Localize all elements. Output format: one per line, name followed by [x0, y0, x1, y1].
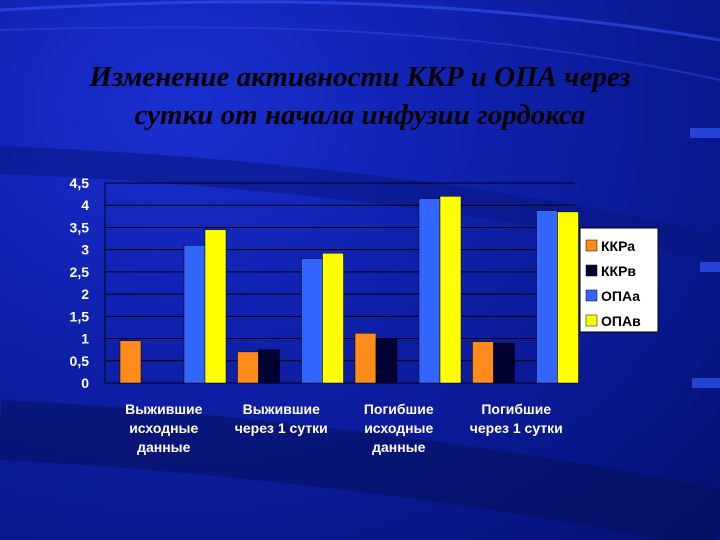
legend-swatch: [585, 314, 598, 327]
bar-2-4: [322, 252, 344, 384]
bar-3-3: [418, 198, 441, 384]
bar-3-4: [439, 196, 462, 384]
legend-swatch: [585, 289, 598, 302]
bar-1-1: [119, 340, 142, 384]
bar-2-3: [301, 258, 323, 384]
bar-1-4: [204, 229, 227, 384]
bar-3-1: [354, 332, 377, 384]
slide-title: Изменение активности ККР и ОПА через сут…: [20, 58, 700, 134]
bar-2-2: [258, 349, 280, 384]
bar-4-3: [536, 210, 558, 384]
x-tick-label: Погибшие: [481, 401, 551, 417]
legend-label: ОПАа: [601, 288, 640, 304]
bar-4-2: [493, 342, 515, 384]
y-tick-label: 2: [81, 286, 89, 302]
x-tick-label: Погибшие: [364, 401, 434, 417]
x-tick-label: исходные: [364, 420, 433, 436]
legend-swatch: [585, 239, 598, 252]
y-tick-label: 3,5: [70, 219, 90, 235]
x-tick-label: через 1 сутки: [235, 420, 328, 436]
legend-label: ОПАв: [601, 313, 641, 329]
legend-swatch: [585, 264, 598, 277]
y-tick-label: 0,5: [70, 353, 90, 369]
x-tick-label: данные: [137, 439, 191, 455]
slide-title-line2: сутки от начала инфузии гордокса: [134, 99, 586, 131]
bar-2-1: [237, 351, 259, 384]
bar-4-1: [472, 341, 494, 384]
y-tick-label: 1: [81, 331, 89, 347]
x-tick-label: через 1 сутки: [470, 420, 563, 436]
x-tick-label: данные: [372, 439, 426, 455]
legend-label: ККРв: [601, 263, 636, 279]
bar-4-4: [557, 211, 579, 384]
y-tick-label: 3: [81, 242, 89, 258]
y-tick-label: 1,5: [70, 308, 90, 324]
bar-1-3: [183, 244, 206, 384]
x-tick-label: Выжившие: [243, 401, 320, 417]
x-tick-label: исходные: [129, 420, 198, 436]
y-tick-label: 4,5: [70, 175, 90, 191]
bar-3-2: [375, 338, 398, 384]
legend-label: ККРа: [601, 238, 635, 254]
slide-title-line1: Изменение активности ККР и ОПА через: [89, 61, 631, 93]
y-tick-label: 0: [81, 375, 89, 391]
x-tick-label: Выжившие: [125, 401, 202, 417]
y-tick-label: 4: [81, 197, 89, 213]
y-tick-label: 2,5: [70, 264, 90, 280]
